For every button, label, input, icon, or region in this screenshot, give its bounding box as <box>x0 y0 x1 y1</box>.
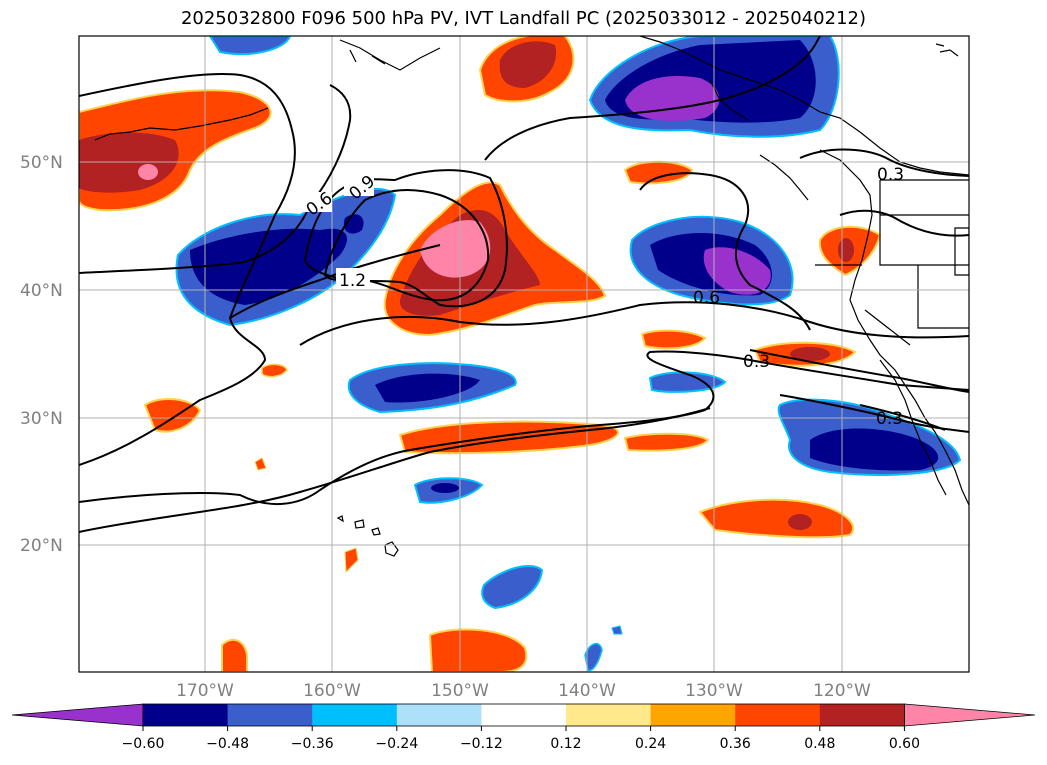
lat-label: 30°N <box>20 409 63 429</box>
colorbar-segment <box>650 704 736 726</box>
colorbar-tick-label: −0.60 <box>122 736 165 752</box>
colorbar-segment <box>481 704 567 726</box>
map-frame <box>78 35 970 673</box>
lat-label: 20°N <box>20 536 63 556</box>
colorbar-outline <box>142 703 905 727</box>
colorbar-segment <box>143 704 229 726</box>
colorbar-segment <box>312 704 398 726</box>
lon-label: 140°W <box>558 681 616 701</box>
colorbar-tick-label: −0.12 <box>460 736 503 752</box>
ivt-contours <box>79 36 969 533</box>
colorbar-tick-labels: −0.60 −0.48 −0.36 −0.24 −0.12 0.12 0.24 0.36 0.4… <box>122 726 920 752</box>
colorbar-segment <box>735 704 821 726</box>
colorbar-extend-max <box>904 703 1036 727</box>
lon-label: 150°W <box>431 681 489 701</box>
colorbar-tick-label: −0.24 <box>375 736 418 752</box>
contour-label: 0.3 <box>877 165 904 185</box>
colorbar-tick-label: −0.48 <box>206 736 249 752</box>
colorbar-tick-label: 0.60 <box>889 736 920 752</box>
positive-pv-anomalies <box>79 36 882 672</box>
colorbar-segment <box>566 704 652 726</box>
longitude-labels: 170°W 160°W 150°W 140°W 130°W 120°W <box>176 681 871 701</box>
colorbar-segment <box>819 704 905 726</box>
colorbar-tick-label: 0.24 <box>635 736 666 752</box>
lon-label: 120°W <box>813 681 871 701</box>
contour-label: 0.6 <box>693 288 720 308</box>
map-title: 2025032800 F096 500 hPa PV, IVT Landfall… <box>180 8 867 29</box>
colorbar-tick-label: 0.48 <box>804 736 835 752</box>
lon-label: 130°W <box>685 681 743 701</box>
colorbar <box>11 703 1036 727</box>
contour-label: 0.3 <box>743 352 770 372</box>
colorbar-tick-label: −0.36 <box>291 736 334 752</box>
colorbar-extend-min <box>11 703 144 727</box>
lon-label: 170°W <box>176 681 234 701</box>
lon-label: 160°W <box>303 681 361 701</box>
latitude-labels: 50°N 40°N 30°N 20°N <box>20 153 63 556</box>
colorbar-tick-label: 0.36 <box>720 736 751 752</box>
coastlines <box>94 36 969 557</box>
lat-label: 40°N <box>20 281 63 301</box>
colorbar-tick-label: 0.12 <box>550 736 581 752</box>
contour-label: 0.3 <box>876 409 903 429</box>
contour-label: 1.2 <box>339 271 366 291</box>
map-field: 0.6 0.9 1.2 0.6 0.3 0.3 0.3 <box>79 36 969 672</box>
colorbar-segment <box>227 704 313 726</box>
colorbar-segment <box>396 704 482 726</box>
lat-label: 50°N <box>20 153 63 173</box>
